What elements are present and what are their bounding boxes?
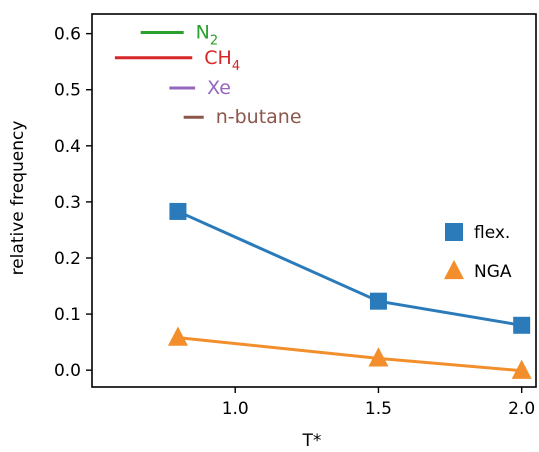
annotation-label: CH4 (204, 47, 240, 74)
x-axis-label: T* (302, 431, 322, 451)
annotation-label-subscript: 2 (210, 34, 218, 49)
legend-marker-square (445, 223, 463, 241)
legend-label: flex. (474, 223, 510, 243)
legend-marker-triangle (444, 259, 464, 280)
x-tick-label: 2.0 (508, 399, 535, 419)
plot-frame (91, 13, 537, 388)
series-line-nga (177, 336, 522, 373)
data-point-square (513, 316, 531, 334)
plot-markers (167, 202, 532, 379)
annotation-label-base: N (196, 22, 210, 44)
annotation-label-base: Xe (207, 77, 231, 99)
annotation-label-base: n-butane (216, 106, 302, 128)
x-tick-label: 1.5 (365, 399, 392, 419)
axes: 0.0 0.1 0.2 0.3 0.4 0.5 0.6 1.0 1.5 2.0 (54, 13, 537, 419)
y-tick-label: 0.5 (54, 81, 81, 101)
series-line-flex (177, 210, 522, 327)
legend-label: NGA (474, 262, 512, 282)
y-tick-label: 0.0 (54, 361, 81, 381)
data-point-triangle (368, 347, 389, 367)
y-tick-label: 0.3 (54, 193, 81, 213)
annotation-label: n-butane (216, 106, 302, 128)
annotation-label-subscript: 4 (232, 59, 240, 74)
annotation-label-base: CH (204, 47, 232, 69)
y-axis-label: relative frequency (8, 121, 28, 276)
annotation-label: N2 (196, 22, 219, 49)
legend: flex. NGA (444, 223, 512, 282)
x-tick-label: 1.0 (222, 399, 249, 419)
data-point-triangle (511, 359, 532, 379)
data-point-triangle (167, 326, 188, 346)
data-point-square (169, 202, 187, 220)
annotation-label: Xe (207, 77, 231, 99)
y-tick-label: 0.1 (54, 305, 81, 325)
plot-lines (177, 210, 522, 373)
data-point-square (369, 292, 387, 310)
y-tick-label: 0.6 (54, 25, 81, 45)
y-tick-label: 0.4 (54, 137, 81, 157)
y-tick-label: 0.2 (54, 249, 81, 269)
